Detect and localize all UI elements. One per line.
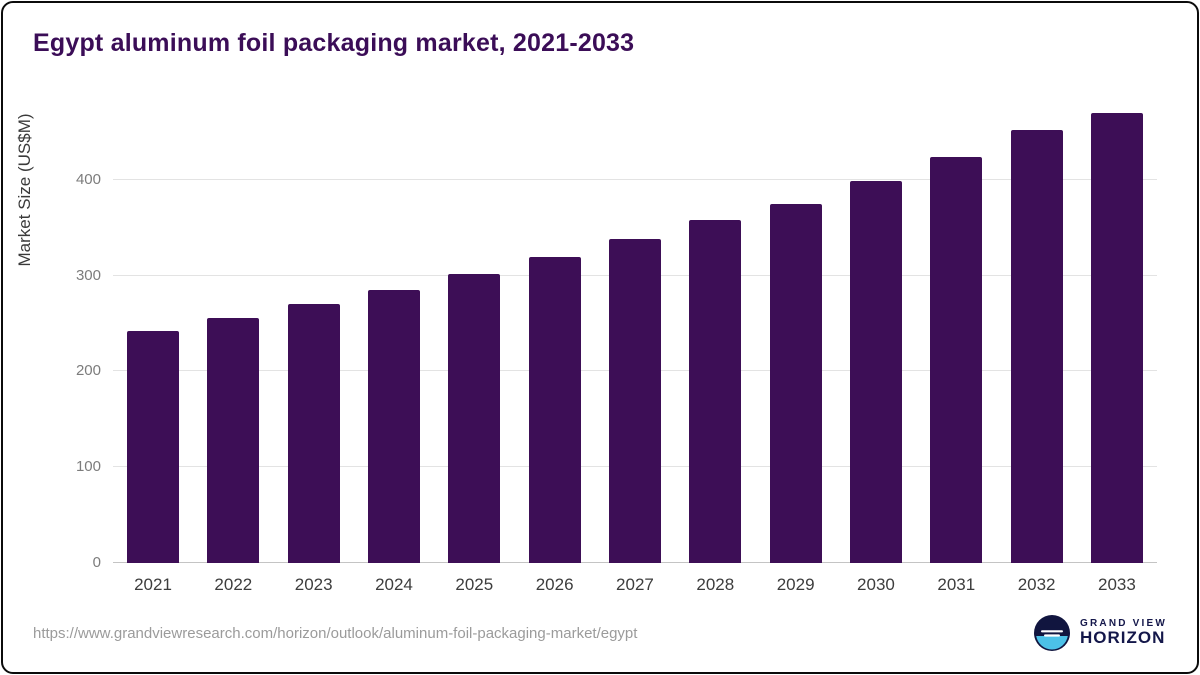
x-tick-label: 2022 [214,575,253,594]
bar-slot: 2029 [769,103,822,594]
bar-2030 [849,180,902,563]
x-tick-label: 2026 [535,575,574,594]
bar-2033 [1090,112,1143,563]
bar-2024 [367,289,420,563]
bar-slot: 2023 [287,103,340,594]
plot-area: 2021 2022 2023 2024 2025 2026 2027 2028 2029 2030… [76,103,1157,594]
bar-slot: 2028 [689,103,742,594]
bar-slot: 2026 [528,103,581,594]
bars-container: 2021 2022 2023 2024 2025 2026 2027 2028 2029 2030… [113,103,1157,594]
bar-slot: 2025 [448,103,501,594]
bar-slot: 2033 [1090,103,1143,594]
y-axis-title: Market Size (US$M) [15,113,34,267]
x-tick-label: 2025 [455,575,494,594]
horizon-logo-icon [1034,615,1070,651]
y-tick-label: 400 [75,170,101,188]
bar-2026 [528,257,581,563]
bar-2029 [769,203,822,563]
bar-2025 [448,273,501,563]
bar-slot: 2021 [127,103,179,594]
bar-2023 [287,304,340,563]
bar-2028 [689,219,742,563]
footer: https://www.grandviewresearch.com/horizo… [33,612,1167,654]
x-tick-label: 2027 [616,575,654,594]
bar-slot: 2030 [849,103,902,594]
x-tick-label: 2024 [375,575,413,594]
bar-2027 [608,239,661,563]
x-tick-label: 2029 [776,575,815,594]
logo-text-grand-view: GRAND VIEW [1080,618,1167,630]
bar-slot: 2032 [1010,103,1063,594]
logo-text: GRAND VIEW HORIZON [1080,618,1167,648]
bar-slot: 2031 [930,103,983,594]
x-tick-label: 2033 [1098,575,1136,594]
y-tick-label: 100 [75,458,101,476]
x-tick-label: 2023 [294,575,333,594]
gridline [113,178,1157,180]
x-tick-label: 2031 [937,575,976,594]
bar-2021 [127,331,179,563]
y-tick-label: 0 [92,554,101,571]
x-tick-label: 2021 [134,575,172,594]
y-tick-label: 300 [75,266,101,284]
bar-2031 [930,156,983,563]
y-tick-label: 200 [75,362,101,380]
bar-2022 [207,317,260,563]
x-tick-label: 2032 [1017,575,1056,594]
page-title: Egypt aluminum foil packaging market, 20… [33,29,635,57]
grandview-horizon-logo: GRAND VIEW HORIZON [1034,615,1167,651]
bar-2032 [1010,129,1063,563]
source-url: https://www.grandviewresearch.com/horizo… [33,624,638,642]
bar-slot: 2024 [367,103,420,594]
x-tick-label: 2028 [696,575,735,594]
logo-text-horizon: HORIZON [1080,628,1166,648]
bar-slot: 2027 [608,103,661,594]
bar-slot: 2022 [207,103,260,594]
x-tick-label: 2030 [857,575,895,594]
